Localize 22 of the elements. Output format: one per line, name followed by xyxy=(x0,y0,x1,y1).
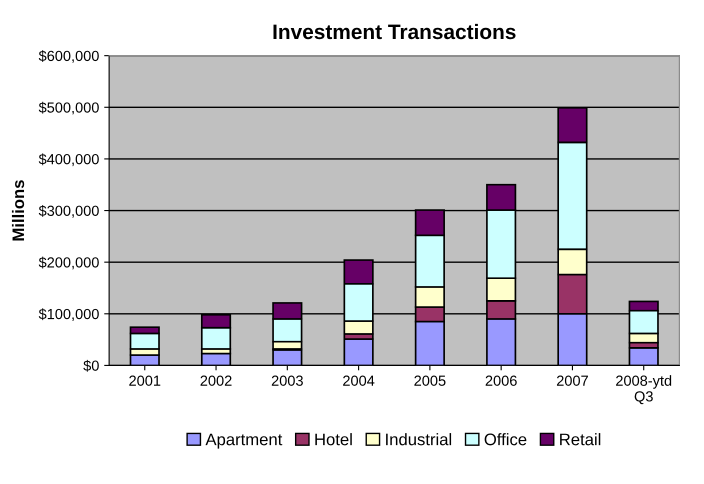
y-tick-label: $100,000 xyxy=(38,308,99,321)
x-tick-label: 2003 xyxy=(272,376,303,386)
y-tick-label: $0 xyxy=(83,360,99,372)
x-tick-label: 2008-ytd Q3 xyxy=(616,375,672,404)
legend-label: Industrial xyxy=(386,433,452,446)
y-tick-label: $400,000 xyxy=(38,153,99,166)
legend-label: Apartment xyxy=(205,434,282,449)
chart-title: Investment Transactions xyxy=(273,24,516,40)
y-tick-label: $500,000 xyxy=(38,102,99,114)
legend-label: Office xyxy=(484,433,526,446)
x-tick-label: 2001 xyxy=(129,376,160,386)
x-tick-label: 2006 xyxy=(486,376,517,386)
legend-label: Hotel xyxy=(315,433,352,446)
y-tick-label: $200,000 xyxy=(38,256,99,270)
x-tick-label: 2005 xyxy=(414,376,446,386)
x-tick-label: 2007 xyxy=(556,376,588,386)
y-tick-label: $300,000 xyxy=(38,205,99,218)
legend-label: Retail xyxy=(560,433,600,446)
y-tick-label: $600,000 xyxy=(38,50,99,63)
y-axis-title: Millions xyxy=(12,180,24,240)
x-tick-label: 2004 xyxy=(343,376,374,386)
x-tick-label: 2002 xyxy=(200,376,232,386)
